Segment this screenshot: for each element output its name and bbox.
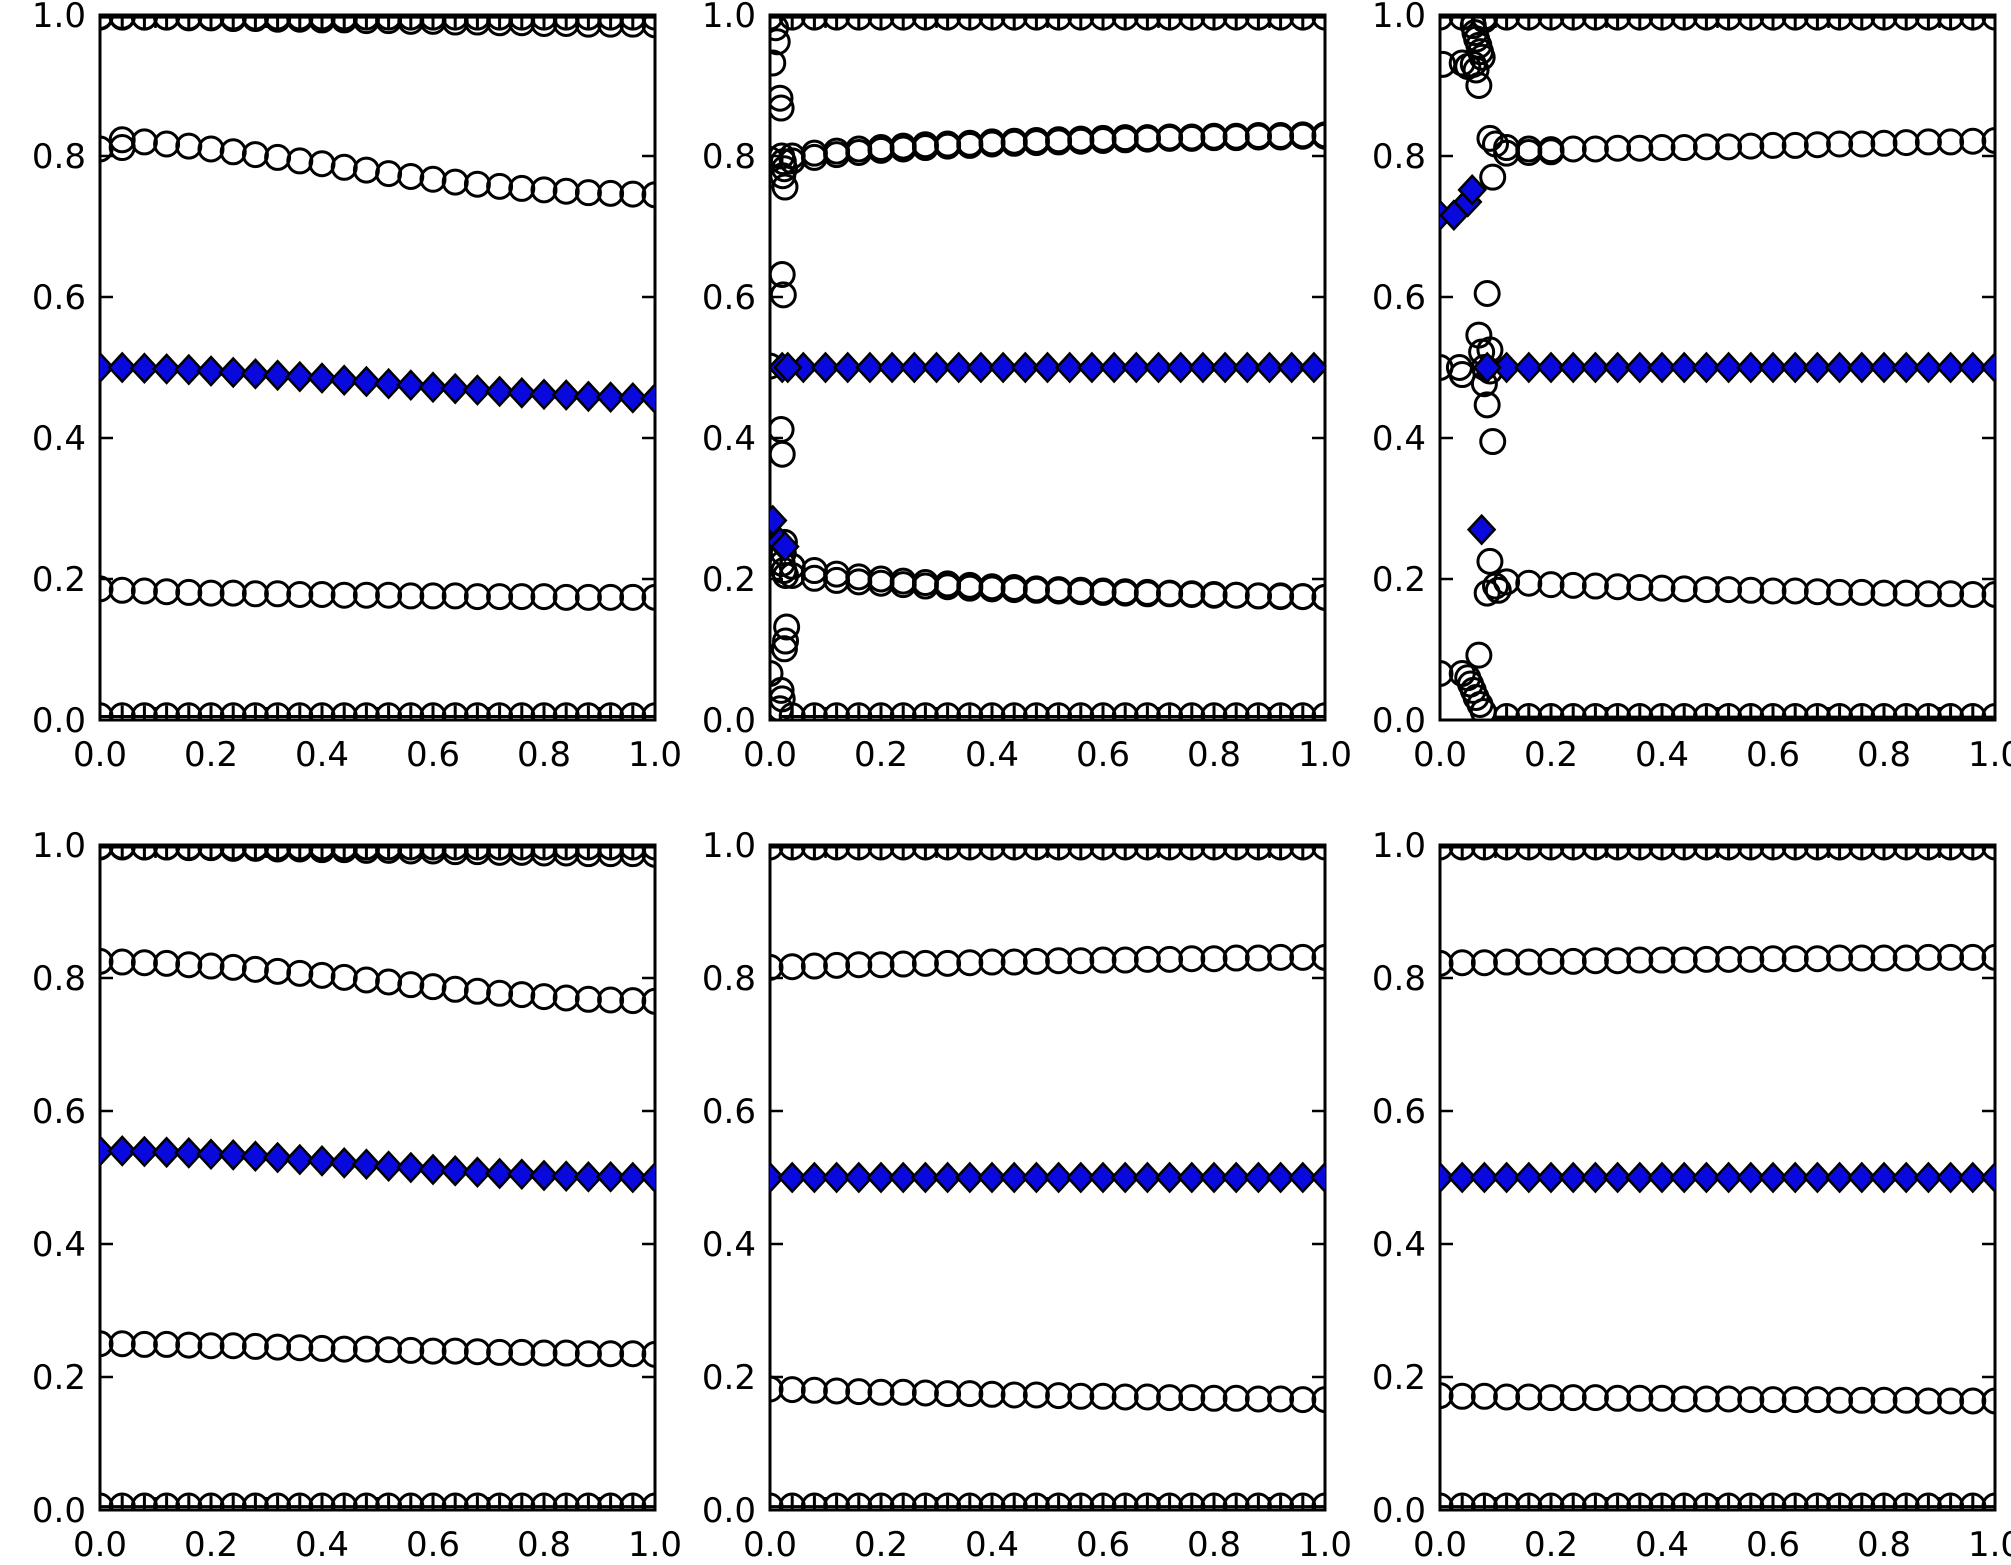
y-tick-label: 0.4 <box>1372 419 1426 459</box>
x-tick-label: 0.0 <box>743 1525 797 1565</box>
y-tick-label: 0.4 <box>32 419 86 459</box>
plot-bottom-left: 0.0 0.2 0.4 0.6 0.8 1.0 0.0 0.2 0.4 0.6 0.8 1.0 <box>32 826 682 1565</box>
x-tick-label: 0.2 <box>1524 1525 1578 1565</box>
y-tick-label: 0.0 <box>1372 1491 1426 1531</box>
plot-bottom-middle: 0.0 0.2 0.4 0.6 0.8 1.0 0.0 0.2 0.4 0.6 0.8 1.0 <box>702 826 1352 1565</box>
x-tick-label: 1.0 <box>1298 735 1352 775</box>
x-tick-label: 0.8 <box>1857 1525 1911 1565</box>
x-tick-label: 0.0 <box>743 735 797 775</box>
x-tick-label: 0.4 <box>1635 735 1689 775</box>
x-tick-label: 0.4 <box>965 735 1019 775</box>
y-tick-label: 1.0 <box>32 826 86 866</box>
plot-top-left: 0.0 0.2 0.4 0.6 0.8 1.0 0.0 0.2 0.4 0.6 0.8 1.0 <box>32 0 682 775</box>
y-tick-label: 0.0 <box>32 1491 86 1531</box>
x-tick-label: 1.0 <box>628 735 682 775</box>
y-tick-label: 0.4 <box>32 1225 86 1265</box>
plot-top-right: 0.0 0.2 0.4 0.6 0.8 1.0 0.0 0.2 0.4 0.6 0.8 1.0 <box>1372 0 2011 775</box>
subplot-top-left: 0.0 0.2 0.4 0.6 0.8 1.0 0.0 0.2 0.4 0.6 0.8 1.0 <box>0 0 682 785</box>
x-tick-label: 0.2 <box>1524 735 1578 775</box>
x-tick-label: 0.2 <box>184 735 238 775</box>
y-tick-label: 0.0 <box>32 701 86 741</box>
x-tick-label: 1.0 <box>1298 1525 1352 1565</box>
y-tick-label: 0.0 <box>1372 701 1426 741</box>
x-tick-label: 0.4 <box>1635 1525 1689 1565</box>
x-tick-label: 0.2 <box>184 1525 238 1565</box>
x-tick-label: 0.6 <box>1076 1525 1130 1565</box>
y-tick-label: 0.4 <box>702 1225 756 1265</box>
x-tick-label: 0.4 <box>295 735 349 775</box>
subplot-bottom-middle: 0.0 0.2 0.4 0.6 0.8 1.0 0.0 0.2 0.4 0.6 0.8 1.0 <box>670 785 1352 1565</box>
y-tick-label: 0.2 <box>32 1358 86 1398</box>
y-tick-label: 1.0 <box>1372 826 1426 866</box>
y-tick-label: 0.8 <box>702 959 756 999</box>
y-tick-label: 0.0 <box>702 701 756 741</box>
y-tick-label: 0.6 <box>1372 278 1426 318</box>
x-tick-label: 0.6 <box>1076 735 1130 775</box>
y-tick-label: 1.0 <box>702 0 756 36</box>
x-tick-label: 0.8 <box>1187 1525 1241 1565</box>
y-tick-label: 0.6 <box>702 278 756 318</box>
x-tick-label: 0.4 <box>965 1525 1019 1565</box>
x-tick-label: 0.6 <box>1746 1525 1800 1565</box>
y-tick-label: 0.4 <box>1372 1225 1426 1265</box>
y-tick-label: 1.0 <box>1372 0 1426 36</box>
plot-top-middle: 0.0 0.2 0.4 0.6 0.8 1.0 0.0 0.2 0.4 0.6 0.8 1.0 <box>702 0 1352 775</box>
x-tick-label: 0.8 <box>1857 735 1911 775</box>
y-tick-label: 0.8 <box>702 137 756 177</box>
y-tick-label: 0.0 <box>702 1491 756 1531</box>
subplot-bottom-right: 0.0 0.2 0.4 0.6 0.8 1.0 0.0 0.2 0.4 0.6 0.8 1.0 <box>1340 785 2011 1565</box>
x-tick-label: 0.6 <box>406 1525 460 1565</box>
y-tick-label: 0.2 <box>1372 560 1426 600</box>
x-tick-label: 0.0 <box>1413 1525 1467 1565</box>
y-tick-label: 0.2 <box>1372 1358 1426 1398</box>
y-tick-label: 0.6 <box>702 1092 756 1132</box>
y-tick-label: 0.6 <box>32 1092 86 1132</box>
y-tick-label: 0.2 <box>32 560 86 600</box>
x-tick-label: 0.8 <box>517 1525 571 1565</box>
x-tick-label: 1.0 <box>1968 1525 2011 1565</box>
x-tick-label: 0.8 <box>517 735 571 775</box>
x-tick-label: 0.4 <box>295 1525 349 1565</box>
y-tick-label: 1.0 <box>702 826 756 866</box>
x-tick-label: 1.0 <box>628 1525 682 1565</box>
x-tick-label: 0.6 <box>406 735 460 775</box>
subplot-bottom-left: 0.0 0.2 0.4 0.6 0.8 1.0 0.0 0.2 0.4 0.6 0.8 1.0 <box>0 785 682 1565</box>
x-tick-label: 1.0 <box>1968 735 2011 775</box>
y-tick-label: 0.6 <box>32 278 86 318</box>
y-tick-label: 0.8 <box>1372 137 1426 177</box>
subplot-top-middle: 0.0 0.2 0.4 0.6 0.8 1.0 0.0 0.2 0.4 0.6 0.8 1.0 <box>670 0 1352 785</box>
y-tick-label: 0.8 <box>1372 959 1426 999</box>
x-tick-label: 0.2 <box>854 735 908 775</box>
x-tick-label: 0.0 <box>73 1525 127 1565</box>
x-tick-label: 0.0 <box>73 735 127 775</box>
y-tick-label: 0.8 <box>32 137 86 177</box>
y-tick-label: 0.2 <box>702 560 756 600</box>
subplot-top-right: 0.0 0.2 0.4 0.6 0.8 1.0 0.0 0.2 0.4 0.6 0.8 1.0 <box>1340 0 2011 785</box>
y-tick-label: 0.2 <box>702 1358 756 1398</box>
y-tick-label: 0.6 <box>1372 1092 1426 1132</box>
y-tick-label: 0.4 <box>702 419 756 459</box>
x-tick-label: 0.0 <box>1413 735 1467 775</box>
y-tick-label: 0.8 <box>32 959 86 999</box>
x-tick-label: 0.8 <box>1187 735 1241 775</box>
plot-bottom-right: 0.0 0.2 0.4 0.6 0.8 1.0 0.0 0.2 0.4 0.6 0.8 1.0 <box>1372 826 2011 1565</box>
x-tick-label: 0.2 <box>854 1525 908 1565</box>
x-tick-label: 0.6 <box>1746 735 1800 775</box>
y-tick-label: 1.0 <box>32 0 86 36</box>
